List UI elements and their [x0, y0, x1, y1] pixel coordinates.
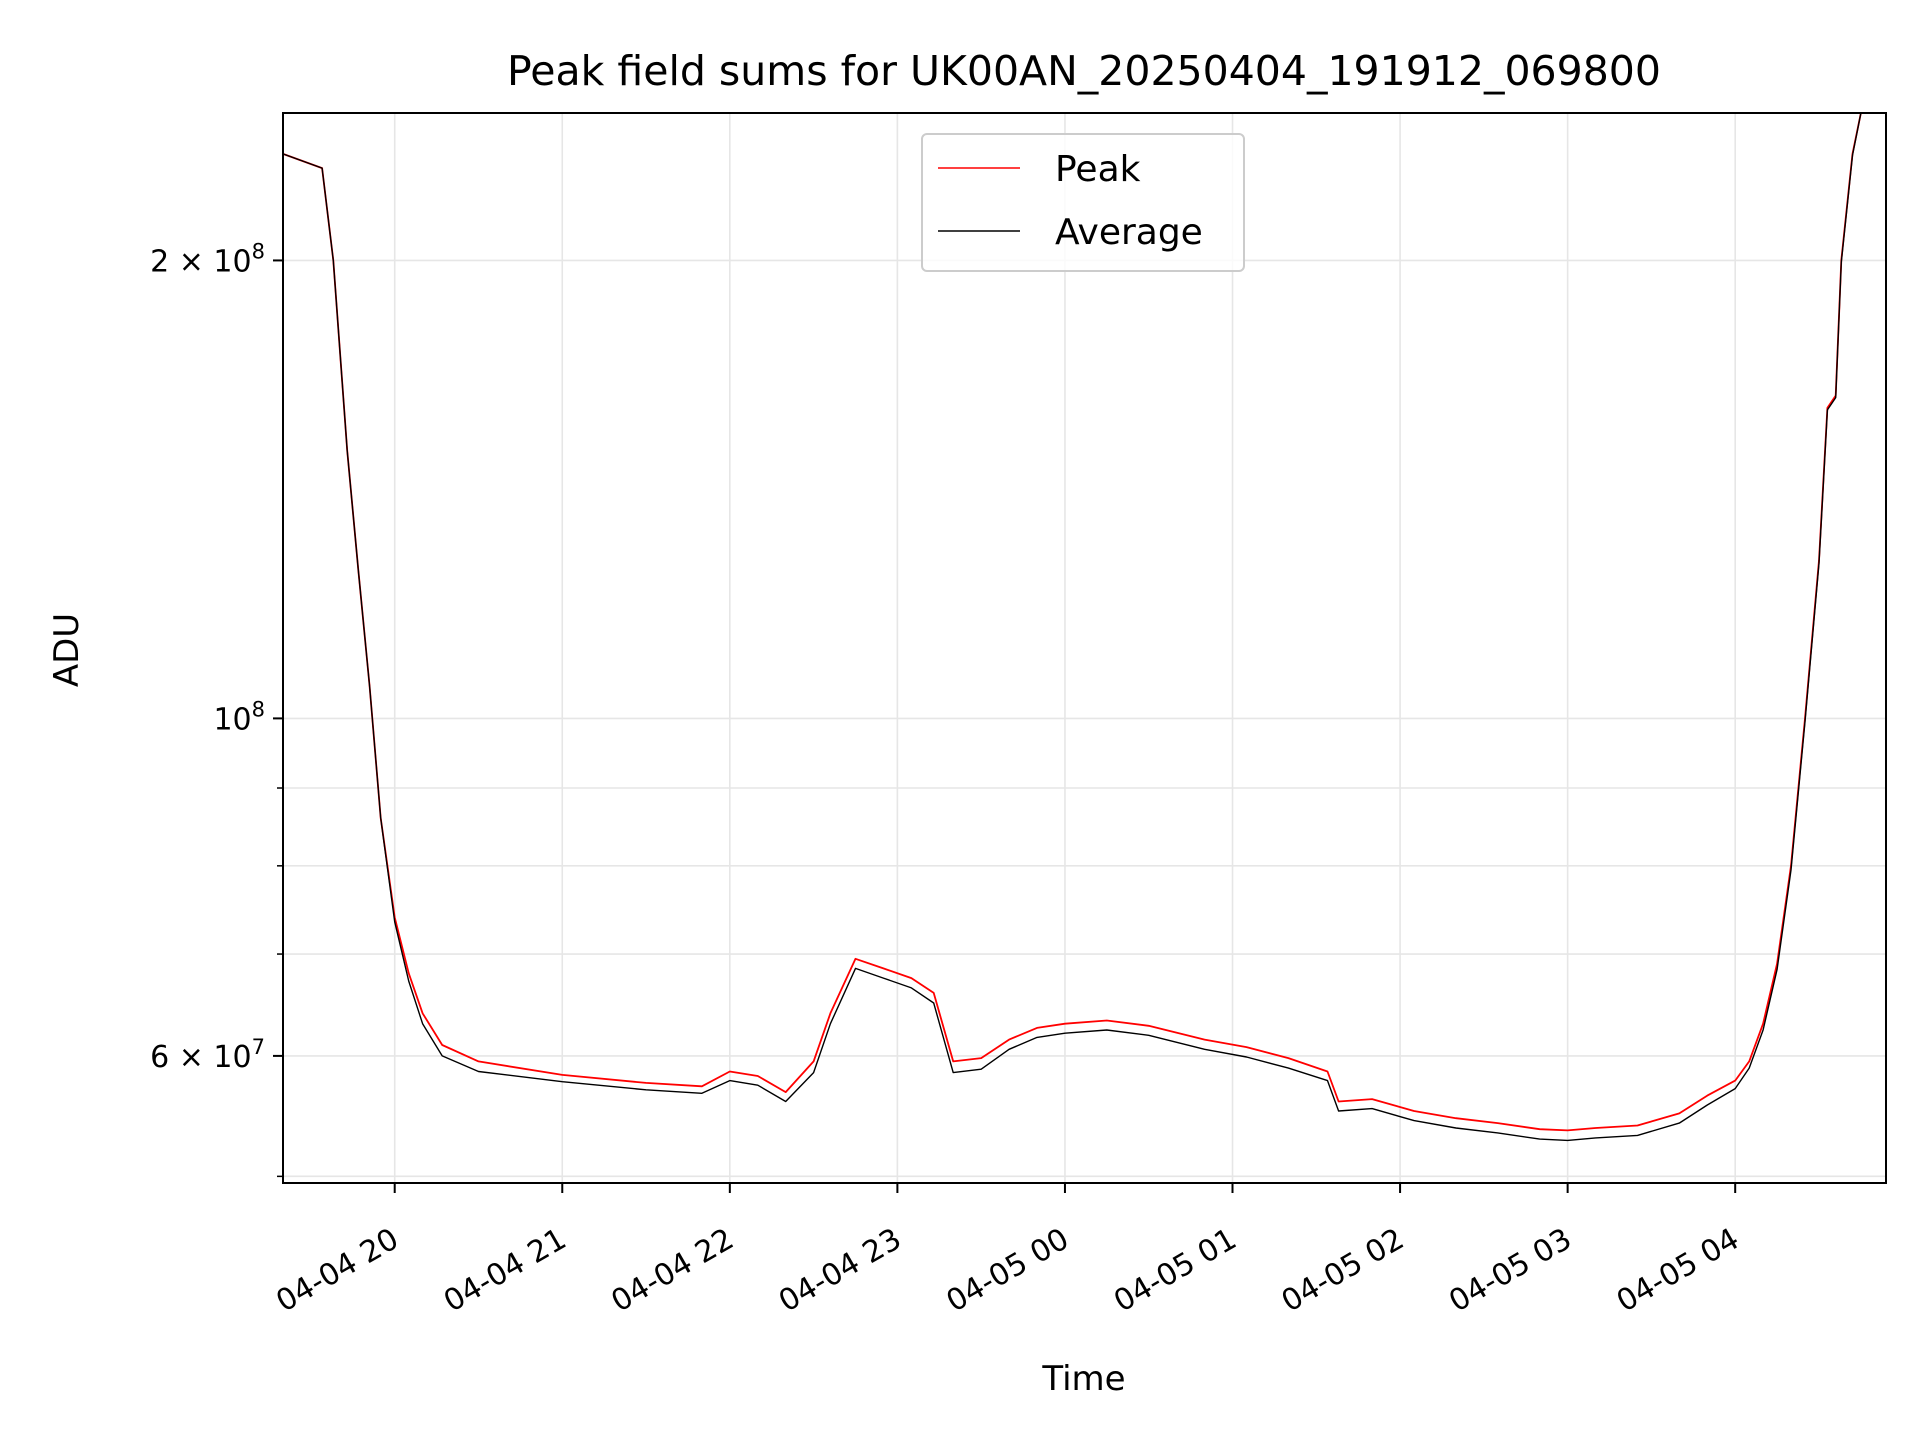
legend-label-peak: Peak	[1055, 149, 1141, 190]
y-tick-label: 108	[213, 697, 265, 737]
series-layer	[283, 113, 1862, 1142]
legend: Peak Average	[921, 133, 1245, 272]
chart-title: Peak field sums for UK00AN_20250404_1919…	[507, 47, 1661, 95]
legend-label-average: Average	[1055, 212, 1203, 253]
y-tick-label: 2 × 108	[150, 239, 265, 279]
axes-frame	[282, 112, 1887, 1184]
x-axis-label: Time	[1041, 1359, 1125, 1399]
y-tick-label: 6 × 107	[150, 1035, 265, 1075]
grid	[283, 113, 1886, 1183]
series-line-average	[283, 113, 1862, 1142]
y-axis: 6 × 107 108 2 × 108	[150, 239, 283, 1178]
series-line-peak	[283, 113, 1862, 1132]
y-axis-label: ADU	[47, 613, 87, 687]
